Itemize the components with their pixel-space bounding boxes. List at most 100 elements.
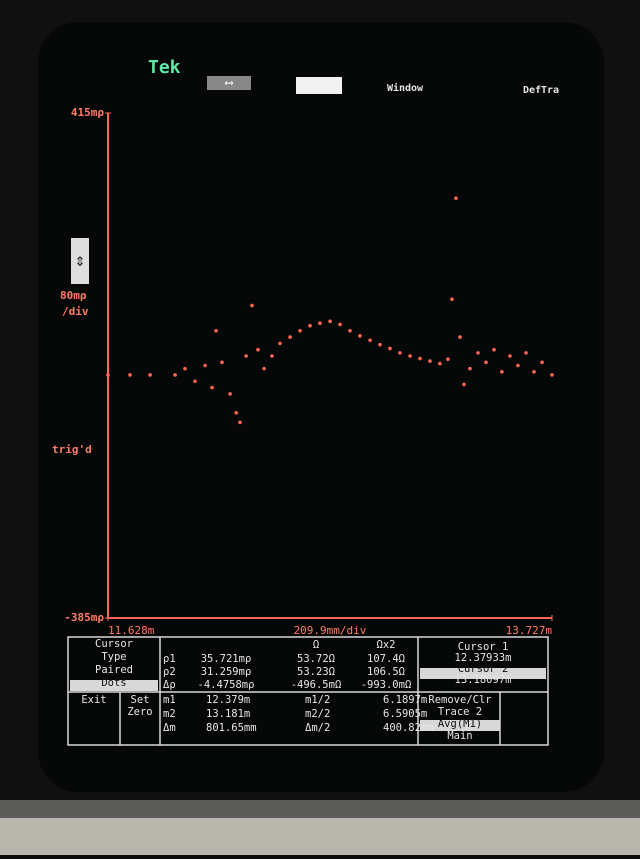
trace-dot [462,383,466,387]
window-label[interactable]: Window [387,82,424,94]
per-div-label: /div [62,305,89,318]
panel-text: 6.1897m [383,694,427,706]
trace-dot [228,392,232,396]
trace-dot [524,351,528,355]
trig-status: trig'd [52,443,92,456]
y-tick-label: 415mρ [71,106,104,119]
trace-dot [468,367,472,371]
panel-text: -496.5mΩ [291,679,342,691]
trace-dot [540,361,544,365]
trace-dot [128,373,132,377]
panel-text: Avg(M1) [438,718,482,730]
trace-dot [348,329,352,333]
trace-dot [458,335,462,339]
trace-dot [308,324,312,328]
deftrace-label[interactable]: DefTra [523,85,559,96]
screen-photo: Tek ⟷ Window DefTra ⇕ 80mρ /div trig'd 2… [0,0,640,855]
trace-dot [288,335,292,339]
trace-dot [408,354,412,358]
trace-dot [183,367,187,371]
panel-text: Cursor [95,638,133,650]
trace-dot [193,379,197,383]
trace-dot [418,357,422,361]
x-scale-label: 209.9mm/div [294,624,367,637]
trace-dot [500,370,504,374]
trace-dot [220,361,224,365]
trace-dot [298,329,302,333]
x-tick-label: 11.628m [108,624,155,637]
panel-text: ρ1 [163,653,176,665]
trace-dot [358,334,362,338]
pan-arrow: ⟷ [224,76,233,90]
panel-text: m1 [163,694,176,706]
panel-text: Ωx2 [377,639,396,651]
panel-text: Trace 2 [438,706,482,718]
trace-dot [238,421,242,425]
trace-dot [368,338,372,342]
panel-text: 801.65mm [206,722,257,734]
trace-dot [398,351,402,355]
trace-dot [173,373,177,377]
trace-dot [446,357,450,361]
trace-dot [428,359,432,363]
trace-dot [203,364,207,368]
trace-dot [148,373,152,377]
trace-dot [270,354,274,358]
panel-text: Exit [81,694,106,706]
panel-text: 53.72Ω [297,653,335,665]
panel-text: 31.259mρ [201,666,252,678]
panel-text: Ω [313,639,319,651]
trace-dot [338,323,342,327]
trace-dot [250,304,254,308]
select-button[interactable] [296,77,342,94]
trace-dot [210,386,214,390]
panel-text: 35.721mρ [201,653,252,665]
trace-dot [378,343,382,347]
x-tick-label: 13.727m [506,624,553,637]
trace-dot [262,367,266,371]
case-edge [0,800,640,818]
panel-text: 13.18097m [455,674,512,686]
panel-text: m2/2 [305,708,330,720]
trace-dot [244,354,248,358]
panel-text: -993.0mΩ [361,679,412,691]
trace-dot [508,354,512,358]
trace-dot [278,342,282,346]
panel-text: Remove/Clr [428,694,491,706]
trace-dot [256,348,260,352]
trace-dot [550,373,554,377]
panel-text: 6.5905m [383,708,427,720]
panel-text: 107.4Ω [367,653,405,665]
panel-text: Zero [127,706,152,718]
brand: Tek [148,57,181,78]
trace-dot [492,348,496,352]
panel-text: Dots [101,677,126,689]
panel-text: m1/2 [305,694,330,706]
trace-dot [438,362,442,366]
panel-text: Main [447,730,472,742]
panel-text: Δρ [163,679,176,691]
trace-dot [106,373,110,377]
trace-dot [476,351,480,355]
trace-dot [388,347,392,351]
panel-text: -4.4758mρ [198,679,255,691]
panel-text: 13.181m [206,708,250,720]
trace-dot [454,196,458,200]
trace-dot [328,320,332,324]
trace-dot [484,361,488,365]
y-tick-label: -385mρ [64,611,104,624]
panel-text: 106.5Ω [367,666,405,678]
trace-dot [214,329,218,333]
trace-dot [516,364,520,368]
trace-dot [450,297,454,301]
panel-text: 400.82mm [383,722,434,734]
panel-text: Δm/2 [305,722,330,734]
panel-text: Type [101,651,126,663]
panel-text: 12.379m [206,694,250,706]
panel-text: Δm [163,722,176,734]
trace-dot [234,411,238,415]
panel-text: 53.23Ω [297,666,335,678]
panel-text: m2 [163,708,176,720]
trace-dot [318,321,322,325]
panel-text: ρ2 [163,666,176,678]
